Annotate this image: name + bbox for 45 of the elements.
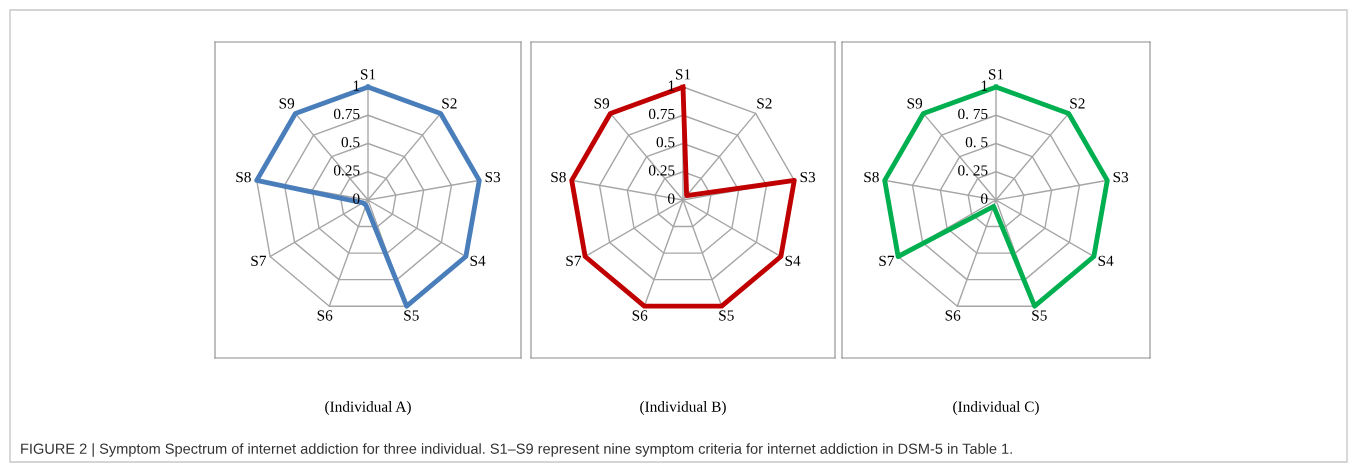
y-tick-label: 0 — [981, 193, 988, 204]
y-tick-label: 0. 25 — [958, 165, 988, 176]
spoke-label: S1 — [360, 69, 376, 80]
y-tick-label: 1 — [353, 80, 360, 91]
y-tick-label: 1 — [668, 80, 675, 91]
y-tick-label: 0.5 — [341, 137, 360, 148]
spoke-label: S4 — [1098, 255, 1114, 266]
spoke-label: S2 — [757, 98, 772, 109]
spoke-label: S3 — [485, 171, 501, 183]
spoke-label: S9 — [907, 98, 923, 109]
text: (Individual A) — [325, 401, 411, 415]
y-tick-label: 0.75 — [333, 108, 360, 120]
y-tick-label: 0. 75 — [958, 108, 988, 120]
spoke-label: S8 — [864, 171, 879, 183]
spoke-label: S5 — [719, 310, 734, 321]
spoke-label: S1 — [988, 69, 1004, 80]
spoke-label: S8 — [551, 171, 566, 183]
spoke-label: S9 — [594, 98, 610, 109]
spoke-label: S3 — [800, 171, 816, 183]
spoke-label: S4 — [785, 255, 801, 266]
spoke-label: S3 — [1113, 171, 1129, 183]
spoke-label: S7 — [251, 255, 267, 266]
spoke-label: S2 — [1070, 98, 1085, 109]
spoke-label: S7 — [566, 255, 582, 266]
caption: FIGURE 2 | Symptom Spectrum of internet addiction for three individual. S1–S9 represent nine symptom criteria for internet addiction in DSM-5 in Table 1. — [21, 443, 1012, 457]
spoke-label: S6 — [632, 310, 648, 321]
spoke-label: S8 — [236, 171, 251, 183]
y-tick-label: 0 — [668, 193, 675, 204]
y-tick-label: 0.75 — [648, 108, 675, 120]
y-tick-label: 0.25 — [333, 165, 360, 176]
spoke-label: S6 — [945, 310, 961, 321]
spoke-label: S5 — [404, 310, 419, 321]
text: (Individual C) — [953, 401, 1039, 415]
spoke-label: S1 — [675, 69, 691, 80]
spoke-label: S5 — [1032, 310, 1047, 321]
spoke-label: S6 — [317, 310, 333, 321]
spoke-label: S9 — [279, 98, 295, 109]
spoke-label: S2 — [442, 98, 457, 109]
y-tick-label: 0.25 — [648, 165, 675, 176]
spoke-label: S7 — [879, 255, 895, 266]
text: (Individual B) — [640, 401, 726, 415]
spoke-label: S4 — [470, 255, 486, 266]
y-tick-label: 1 — [981, 80, 988, 91]
y-tick-label: 0.5 — [656, 137, 675, 148]
y-tick-label: 0. 5 — [965, 137, 988, 148]
